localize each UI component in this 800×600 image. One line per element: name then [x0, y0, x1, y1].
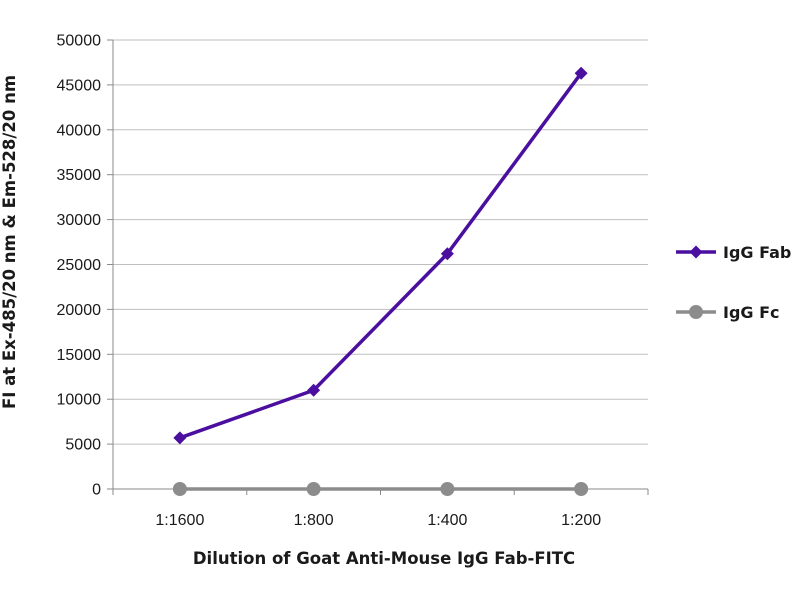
y-tick-label: 50000 — [57, 33, 102, 50]
data-point-marker — [440, 482, 455, 496]
data-point-marker — [574, 66, 588, 80]
x-tick-label: 1:800 — [294, 512, 334, 529]
y-tick-label: 20000 — [57, 302, 102, 319]
series-igg-fc — [172, 482, 589, 496]
legend-label: IgG Fc — [723, 303, 780, 322]
y-tick-labels: 0 5000 10000 15000 20000 25000 30000 35000 40000… — [57, 33, 102, 499]
legend-marker — [689, 245, 703, 259]
y-tick-label: 0 — [92, 482, 101, 499]
data-point-marker — [172, 482, 187, 496]
y-tick-label: 5000 — [65, 437, 101, 454]
gridlines — [113, 39, 648, 445]
y-tick-label: 10000 — [57, 392, 102, 409]
series-line — [179, 72, 583, 440]
x-tick-label: 1:1600 — [155, 512, 204, 529]
y-tick-label: 35000 — [57, 167, 102, 184]
legend-marker — [689, 305, 703, 319]
y-axis-title: FI at Ex-485/20 nm & Em-528/20 nm — [0, 75, 19, 409]
legend-entry: IgG Fc — [676, 303, 780, 322]
x-axis-title: Dilution of Goat Anti-Mouse IgG Fab-FITC — [193, 549, 575, 568]
y-tick-label: 25000 — [57, 257, 102, 274]
data-point-marker — [306, 482, 321, 496]
data-point-marker — [173, 431, 187, 445]
x-tick-label: 1:200 — [561, 512, 601, 529]
x-tick-label: 1:400 — [427, 512, 467, 529]
data-point-marker — [574, 482, 589, 496]
y-tick-label: 30000 — [57, 212, 102, 229]
legend-label: IgG Fab — [723, 243, 791, 262]
series-igg-fab — [173, 66, 588, 445]
legend-entry: IgG Fab — [676, 243, 791, 262]
y-tick-label: 40000 — [57, 122, 102, 139]
data-point-marker — [307, 383, 321, 397]
axes — [107, 39, 649, 495]
data-series — [172, 66, 589, 496]
x-tick-labels: 1:1600 1:800 1:400 1:200 — [155, 512, 601, 529]
legend: IgG Fab IgG Fc — [676, 243, 791, 322]
data-point-marker — [440, 247, 454, 261]
y-tick-label: 15000 — [57, 347, 102, 364]
y-tick-label: 45000 — [57, 77, 102, 94]
